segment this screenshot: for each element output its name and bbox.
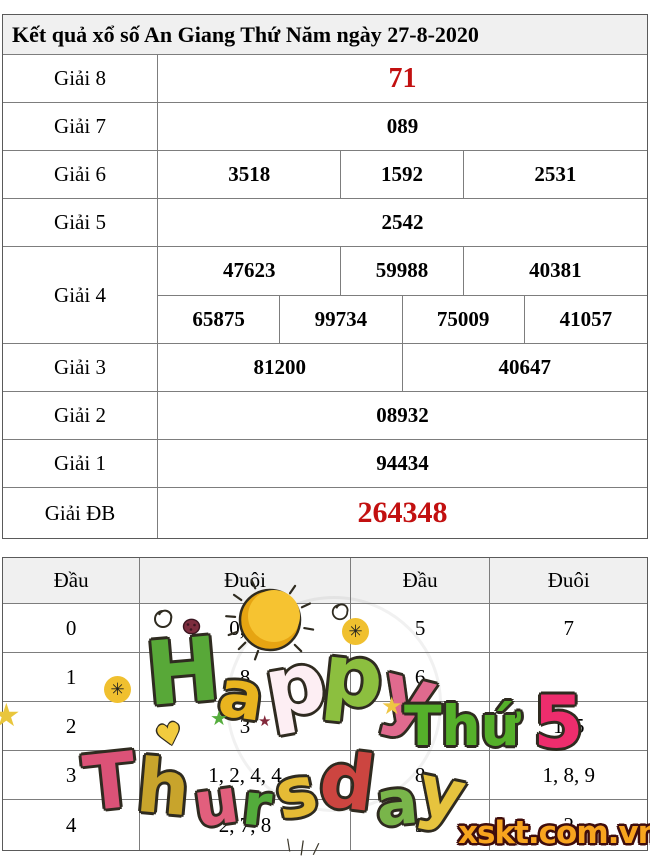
prize-value-g7: 089 bbox=[386, 114, 419, 138]
head-tail-row-2: 2 3 7 1, 5 bbox=[3, 702, 647, 751]
prize-row-g4: Giải 4 47623 59988 40381 65875 99734 750… bbox=[3, 247, 647, 344]
tail-cell: 8 bbox=[140, 653, 351, 701]
head-tail-row-4: 4 2, 7, 8 9 2 bbox=[3, 800, 647, 850]
prize-value-g1: 94434 bbox=[376, 451, 429, 475]
head-cell: 3 bbox=[3, 751, 141, 799]
head-cell: 1 bbox=[3, 653, 141, 701]
tail-cell: 2, 7, 8 bbox=[140, 800, 351, 850]
tail-cell: 7 bbox=[563, 615, 574, 640]
prize-value-g4-6: 75009 bbox=[403, 295, 525, 343]
prize-value-g2: 08932 bbox=[376, 403, 429, 427]
prize-value-gdb: 264348 bbox=[357, 496, 448, 529]
prize-row-g8: Giải 8 71 bbox=[3, 55, 647, 103]
prize-row-g1: Giải 1 94434 bbox=[3, 440, 647, 488]
prize-value-g4-7: 41057 bbox=[559, 306, 613, 331]
head-cell: 9 bbox=[351, 800, 491, 850]
prize-row-g2: Giải 2 08932 bbox=[3, 392, 647, 440]
head-tail-table: Đầu Đuôi Đầu Đuôi 0 0, 9 5 7 1 8 6 2 3 7… bbox=[2, 557, 648, 851]
head-tail-header-row: Đầu Đuôi Đầu Đuôi bbox=[3, 558, 647, 604]
prize-value-g3-1: 81200 bbox=[158, 344, 403, 391]
prize-row-g3: Giải 3 81200 40647 bbox=[3, 344, 647, 392]
prize-value-g4-2: 59988 bbox=[341, 247, 464, 295]
head-cell: 2 bbox=[3, 702, 141, 750]
tail-cell: 2 bbox=[563, 812, 574, 837]
prize-label-g5: Giải 5 bbox=[3, 199, 158, 246]
prize-row-g7: Giải 7 089 bbox=[3, 103, 647, 151]
head-tail-row-1: 1 8 6 bbox=[3, 653, 647, 702]
prize-value-g5: 2542 bbox=[381, 210, 424, 234]
head-tail-row-3: 3 1, 2, 4, 4 8 1, 8, 9 bbox=[3, 751, 647, 800]
prize-value-g4-3: 40381 bbox=[529, 258, 582, 283]
head-cell: 5 bbox=[351, 604, 491, 652]
header-duoi-right: Đuôi bbox=[547, 568, 590, 592]
prize-value-g4-4: 65875 bbox=[158, 295, 281, 343]
page-title: Kết quả xổ số An Giang Thứ Năm ngày 27-8… bbox=[3, 15, 647, 55]
tail-cell: 1, 8, 9 bbox=[542, 762, 595, 787]
header-dau-left: Đầu bbox=[3, 558, 141, 603]
head-cell: 7 bbox=[351, 702, 491, 750]
tail-cell: 0, 9 bbox=[140, 604, 351, 652]
prize-value-g3-2: 40647 bbox=[498, 355, 552, 379]
tail-cell: 3 bbox=[140, 702, 351, 750]
prize-row-g5: Giải 5 2542 bbox=[3, 199, 647, 247]
prize-label-gdb: Giải ĐB bbox=[3, 488, 158, 538]
head-cell: 4 bbox=[3, 800, 141, 850]
prize-value-g4-5: 99734 bbox=[280, 295, 403, 343]
prize-value-g4-1: 47623 bbox=[158, 247, 342, 295]
prize-row-gdb: Giải ĐB 264348 bbox=[3, 488, 647, 538]
prize-label-g4: Giải 4 bbox=[3, 247, 158, 343]
head-cell: 6 bbox=[351, 653, 491, 701]
prize-row-g6: Giải 6 3518 1592 2531 bbox=[3, 151, 647, 199]
head-tail-row-0: 0 0, 9 5 7 bbox=[3, 604, 647, 653]
header-dau-right: Đầu bbox=[351, 558, 491, 603]
prize-table: Kết quả xổ số An Giang Thứ Năm ngày 27-8… bbox=[2, 14, 648, 539]
prize-label-g7: Giải 7 bbox=[3, 103, 158, 150]
prize-label-g2: Giải 2 bbox=[3, 392, 158, 439]
prize-value-g6-3: 2531 bbox=[534, 162, 577, 186]
prize-value-g6-2: 1592 bbox=[341, 151, 464, 198]
prize-label-g3: Giải 3 bbox=[3, 344, 158, 391]
prize-label-g8: Giải 8 bbox=[3, 55, 158, 102]
tail-cell: 1, 5 bbox=[552, 713, 585, 738]
head-cell: 8 bbox=[351, 751, 491, 799]
prize-label-g1: Giải 1 bbox=[3, 440, 158, 487]
prize-value-g8: 71 bbox=[388, 62, 417, 94]
tail-cell bbox=[490, 653, 646, 701]
prize-label-g6: Giải 6 bbox=[3, 151, 158, 198]
prize-value-g6-1: 3518 bbox=[158, 151, 342, 198]
header-duoi-left: Đuôi bbox=[140, 558, 351, 603]
head-cell: 0 bbox=[3, 604, 141, 652]
tail-cell: 1, 2, 4, 4 bbox=[140, 751, 351, 799]
